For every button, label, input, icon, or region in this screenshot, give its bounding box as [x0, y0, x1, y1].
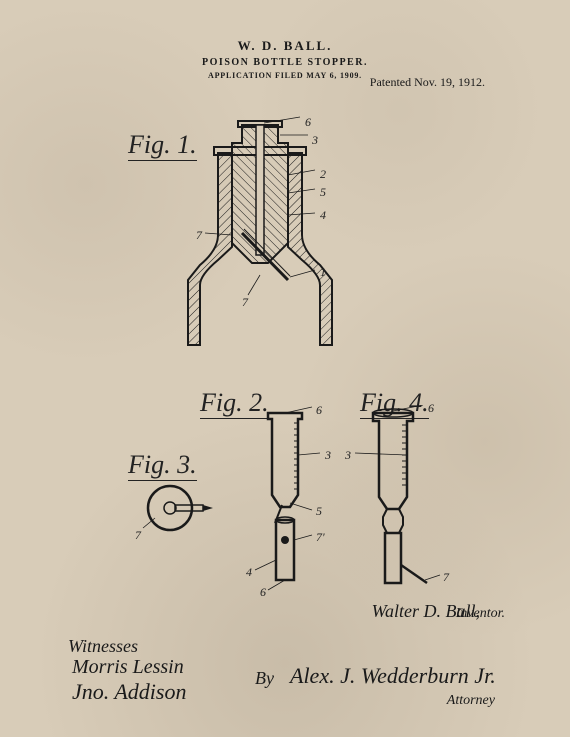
attorney-signature: Alex. J. Wedderburn Jr. [290, 663, 496, 689]
ref-4: 4 [320, 208, 326, 223]
ref-3: 3 [312, 133, 318, 148]
f2-ref-6b: 6 [260, 585, 266, 600]
fig4-drawing [345, 405, 455, 605]
patent-date: Patented Nov. 19, 1912. [370, 75, 485, 90]
witness-1-signature: Morris Lessin [72, 656, 184, 679]
f2-ref-3: 3 [325, 448, 331, 463]
fig3-drawing [135, 478, 225, 538]
witness-2-signature: Jno. Addison [72, 679, 186, 705]
ref-7b: 7 [242, 295, 248, 310]
f2-ref-5: 5 [316, 504, 322, 519]
f3-ref-7: 7 [135, 528, 141, 543]
ref-2: 2 [320, 167, 326, 182]
f2-ref-7p: 7' [316, 530, 325, 545]
by-label: By [255, 668, 274, 689]
ref-1: 1 [320, 265, 326, 280]
fig3-label: Fig. 3. [128, 450, 197, 480]
invention-title: POISON BOTTLE STOPPER. [0, 57, 570, 68]
inventor-role-label: Inventor. [456, 606, 505, 622]
inventor-name: W. D. BALL. [0, 38, 570, 54]
f4-ref-3: 3 [345, 448, 351, 463]
f4-ref-6: 6 [428, 401, 434, 416]
attorney-role-label: Attorney [447, 693, 495, 709]
witnesses-label: Witnesses [68, 636, 138, 657]
ref-6: 6 [305, 115, 311, 130]
f4-ref-7: 7 [443, 570, 449, 585]
f2-ref-4: 4 [246, 565, 252, 580]
ref-7a: 7 [196, 228, 202, 243]
f2-ref-6: 6 [316, 403, 322, 418]
ref-5: 5 [320, 185, 326, 200]
